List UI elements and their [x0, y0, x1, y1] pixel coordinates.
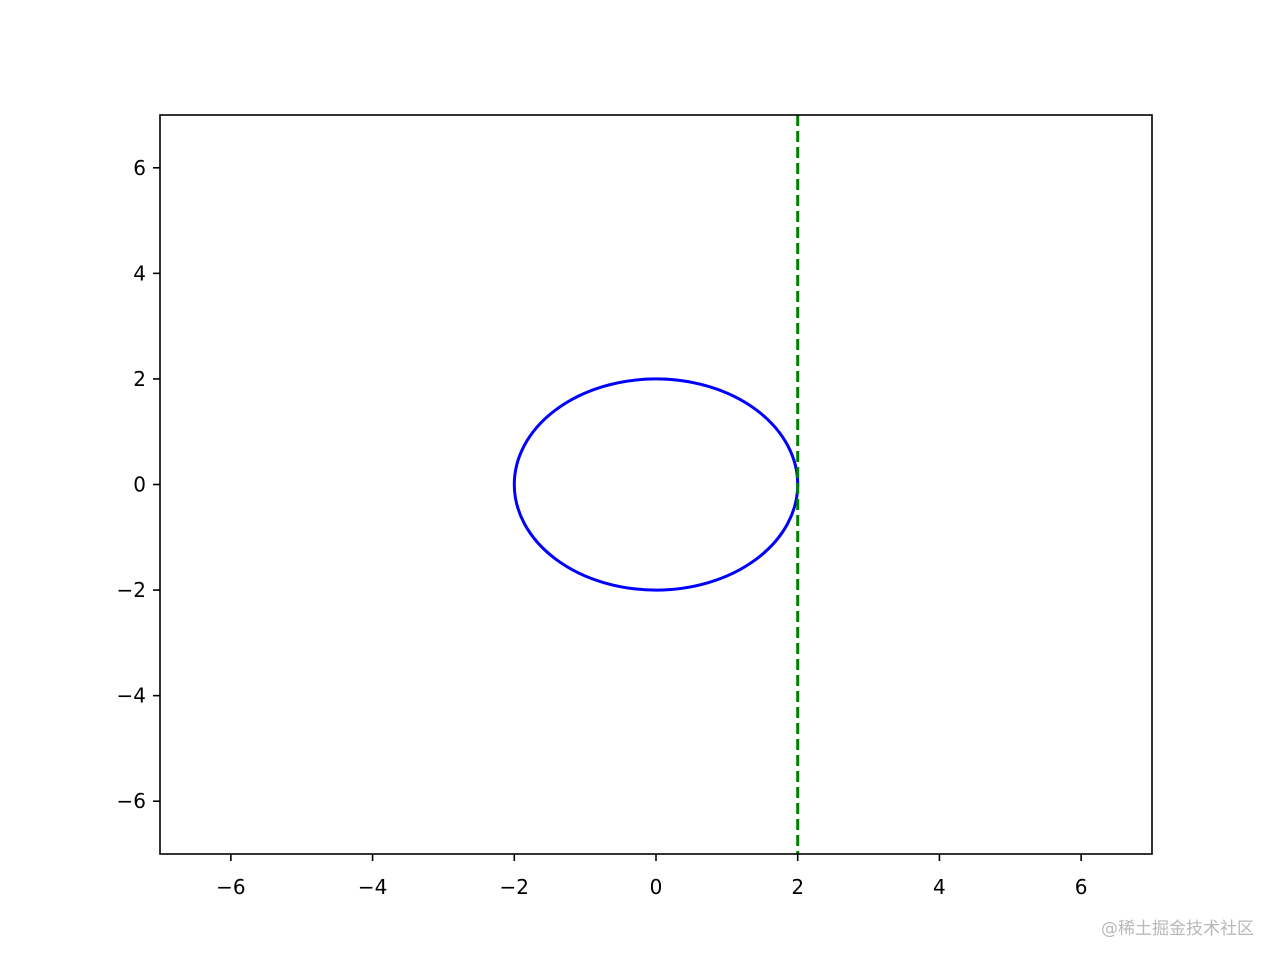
x-tick-label: 4 [933, 875, 946, 899]
y-tick-label: −2 [117, 578, 146, 602]
circle-series [512, 377, 800, 592]
x-tick-label: 2 [791, 875, 804, 899]
y-tick-label: −6 [117, 789, 146, 813]
y-tick-label: 0 [133, 473, 146, 497]
axes-frame [159, 114, 1153, 855]
y-tick-label: 4 [133, 261, 146, 285]
x-tick-label: −6 [216, 875, 245, 899]
x-tick-label: 6 [1075, 875, 1088, 899]
y-tick-label: 2 [133, 367, 146, 391]
x-tick-label: 0 [650, 875, 663, 899]
x-tick-label: −4 [358, 875, 387, 899]
x-tick-label: −2 [500, 875, 529, 899]
watermark: @稀土掘金技术社区 [1101, 919, 1254, 939]
y-tick-label: 6 [133, 156, 146, 180]
y-tick-label: −4 [117, 684, 146, 708]
